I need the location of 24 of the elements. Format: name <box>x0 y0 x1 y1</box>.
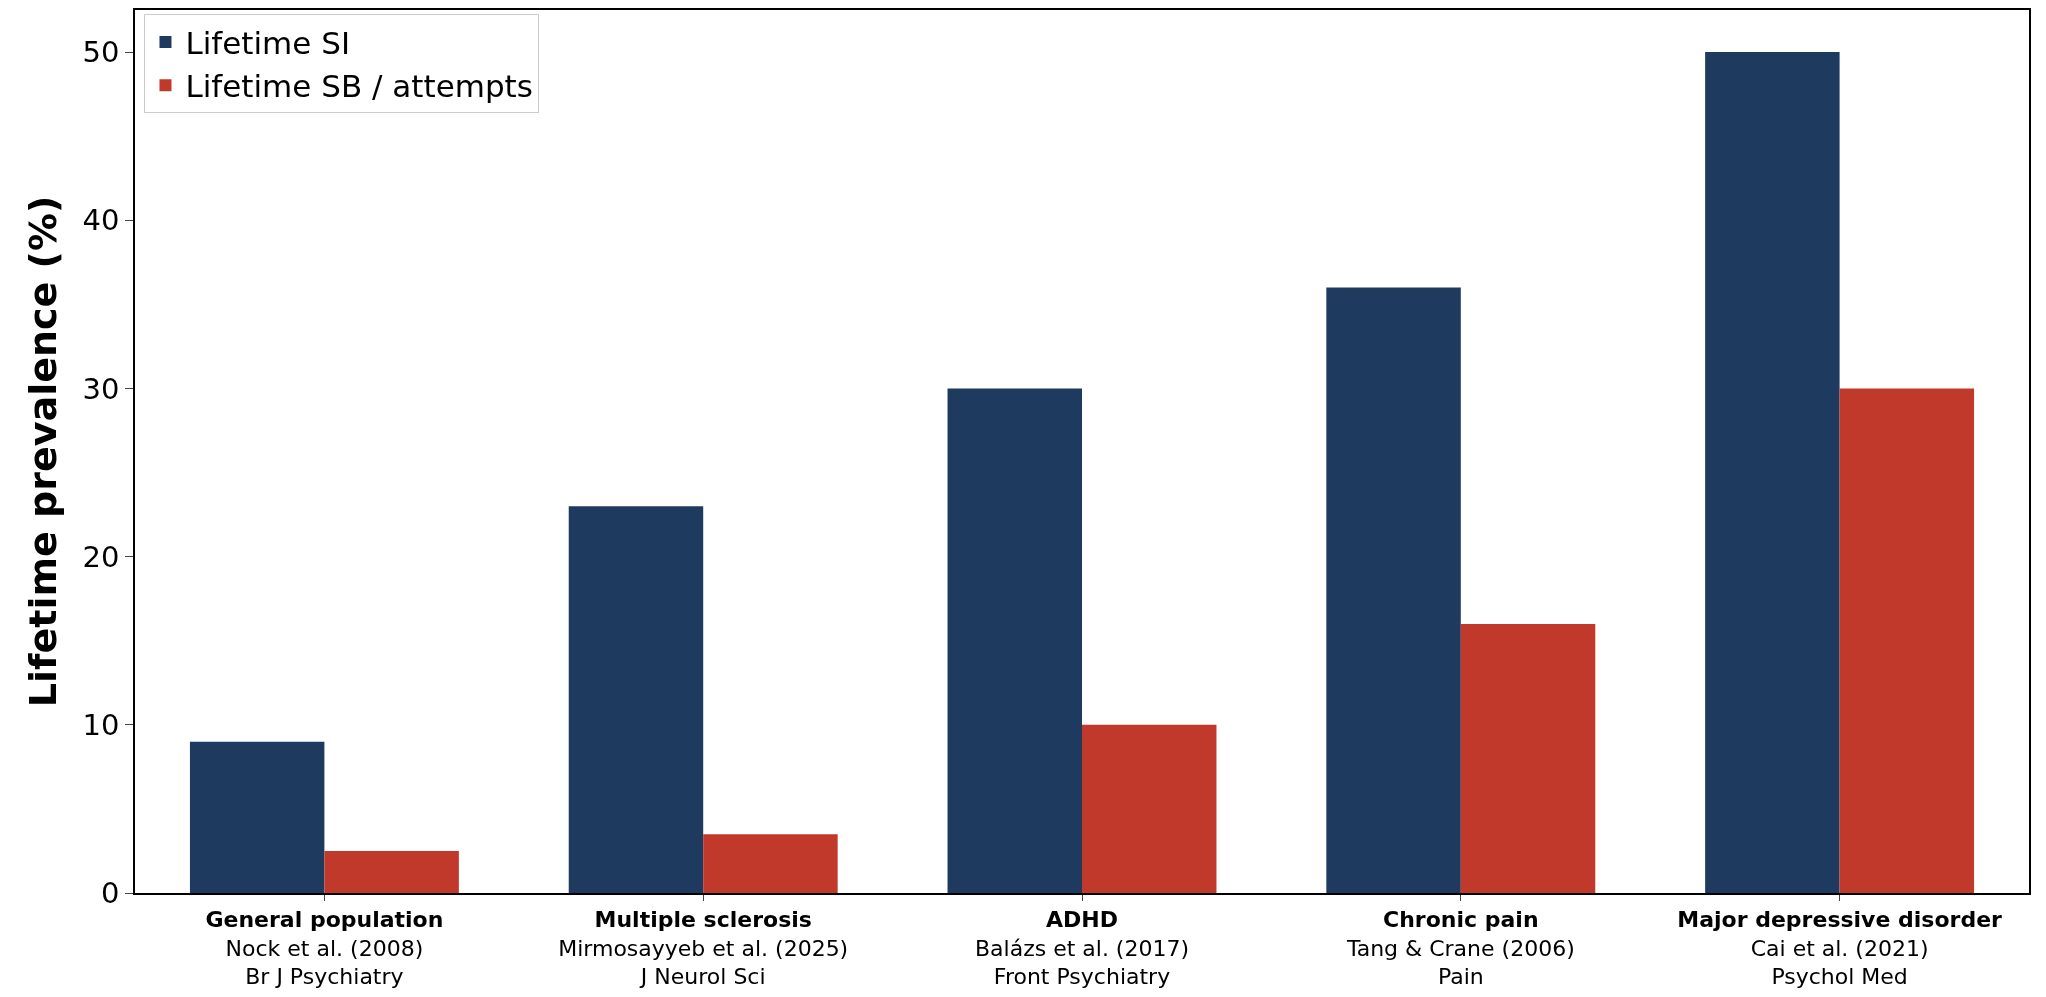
x-tick-label: General population Nock et al. (2008) Br J Psychiatry <box>205 907 444 990</box>
bar <box>1326 287 1461 893</box>
legend-label: Lifetime SB / attempts <box>185 68 533 105</box>
bar <box>568 506 704 893</box>
legend-label: Lifetime SI <box>185 25 351 62</box>
y-tick-label: 0 <box>101 876 120 911</box>
bar <box>1705 52 1840 893</box>
y-tick-label: 20 <box>82 539 120 574</box>
bar <box>1460 623 1596 893</box>
bar <box>189 741 325 893</box>
bar <box>947 388 1082 893</box>
y-tick-label: 30 <box>82 371 120 406</box>
y-tick-label: 50 <box>82 35 120 70</box>
bar <box>1082 724 1217 893</box>
x-tick-label: Major depressive disorder Cai et al. (2021) Psychol Med <box>1677 907 2003 990</box>
bar <box>324 850 459 893</box>
bar <box>703 834 838 893</box>
y-tick-label: 10 <box>82 707 120 742</box>
bar <box>1839 388 1975 893</box>
y-tick-label: 40 <box>82 203 120 238</box>
y-axis-title: Lifetime prevalence (%) <box>21 195 66 708</box>
x-tick-label: Chronic pain Tang & Crane (2006) Pain <box>1345 907 1575 990</box>
x-tick-label: ADHD Balázs et al. (2017) Front Psychiatry <box>974 907 1190 990</box>
x-tick-label: Multiple sclerosis Mirmosayyeb et al. (2025) J Neurol Sci <box>558 907 849 990</box>
